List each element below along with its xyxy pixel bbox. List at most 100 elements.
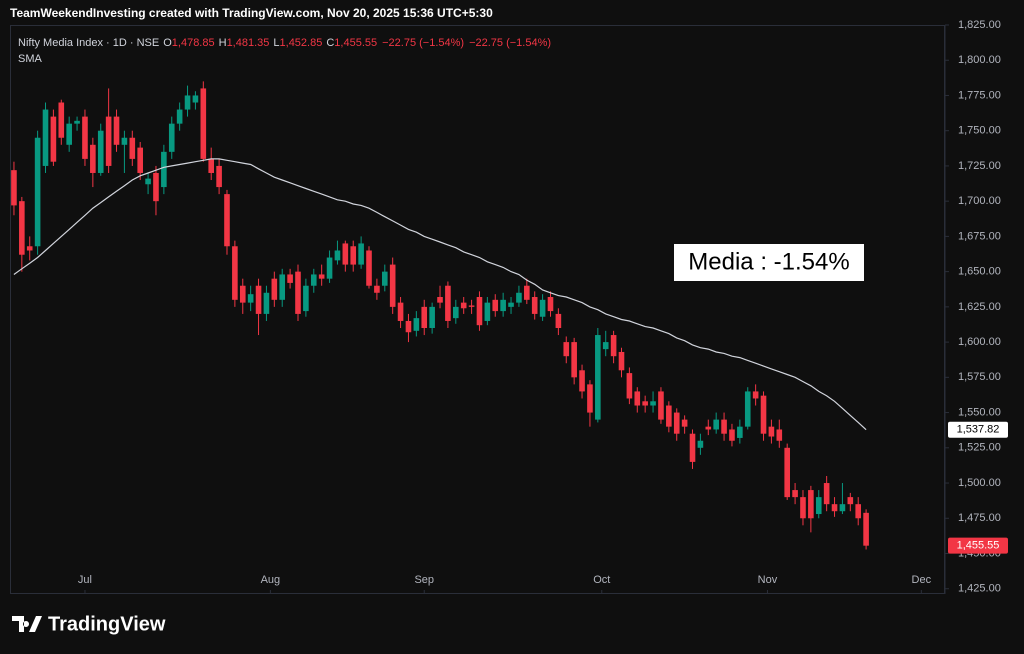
candle-body bbox=[303, 285, 309, 312]
y-tick-label: 1,600.00 bbox=[958, 336, 1001, 348]
candle-body bbox=[508, 302, 514, 307]
candle-body bbox=[681, 419, 688, 427]
candle-body bbox=[389, 264, 396, 307]
candle-body bbox=[429, 306, 435, 329]
legend-c-value: 1,455.55 bbox=[334, 37, 377, 49]
candle-body bbox=[42, 109, 49, 166]
candle-body bbox=[74, 120, 80, 124]
candle-body bbox=[666, 405, 672, 427]
candle-body bbox=[713, 419, 719, 430]
candle-body bbox=[421, 306, 428, 329]
candle-body bbox=[776, 429, 783, 441]
y-tick-label: 1,725.00 bbox=[958, 160, 1001, 172]
candle-body bbox=[516, 292, 522, 303]
legend-o-value: 1,478.85 bbox=[172, 37, 215, 49]
candle-body bbox=[255, 285, 262, 314]
logo-mark bbox=[12, 616, 42, 632]
x-tick-label: Oct bbox=[593, 574, 610, 586]
candle-body bbox=[381, 271, 388, 286]
candle-body bbox=[105, 116, 112, 166]
candle-body bbox=[823, 483, 830, 505]
candle-body bbox=[792, 490, 798, 498]
candle-body bbox=[239, 285, 246, 303]
candle-body bbox=[263, 292, 270, 314]
candle-body bbox=[137, 147, 143, 173]
candle-body bbox=[752, 391, 759, 399]
candle-body bbox=[500, 299, 506, 312]
candle-body bbox=[413, 318, 420, 331]
candle-body bbox=[689, 433, 696, 462]
y-tick-label: 1,425.00 bbox=[958, 583, 1001, 595]
legend: Nifty Media Index · 1D · NSE O1,478.85 H1,… bbox=[18, 37, 551, 49]
legend-change: −22.75 (−1.54%) bbox=[382, 37, 464, 49]
candle-body bbox=[279, 274, 286, 300]
x-tick-label: Sep bbox=[414, 574, 434, 586]
candle-body bbox=[697, 440, 704, 448]
candle-body bbox=[26, 246, 33, 251]
candle-body bbox=[271, 278, 278, 300]
candle-body bbox=[358, 243, 364, 265]
y-tick-label: 1,475.00 bbox=[958, 512, 1001, 524]
candle-body bbox=[58, 102, 65, 138]
candle-body bbox=[90, 144, 96, 173]
last-price-label: 1,455.55 bbox=[957, 540, 1000, 552]
candle-body bbox=[650, 401, 656, 406]
candle-body bbox=[224, 194, 230, 247]
candle-body bbox=[855, 504, 862, 519]
annotation-box bbox=[674, 244, 864, 281]
candle-body bbox=[602, 342, 609, 350]
candle-body bbox=[744, 391, 751, 427]
credit: TeamWeekendInvesting created with Tradin… bbox=[10, 6, 493, 20]
candle-body bbox=[366, 250, 372, 286]
candle-body bbox=[192, 95, 199, 103]
candle-body bbox=[405, 320, 412, 333]
candle-body bbox=[445, 285, 451, 321]
legend-h: H bbox=[219, 37, 227, 49]
candle-body bbox=[184, 95, 191, 110]
candle-body bbox=[634, 391, 641, 406]
legend-c: C bbox=[326, 37, 334, 49]
y-tick-label: 1,775.00 bbox=[958, 89, 1001, 101]
candle-body bbox=[310, 274, 317, 286]
candle-body bbox=[555, 313, 562, 329]
candle-body bbox=[342, 243, 349, 265]
candle-body bbox=[587, 384, 593, 413]
candle-body bbox=[145, 178, 151, 185]
candle-body bbox=[129, 137, 136, 159]
candle-body bbox=[547, 296, 554, 312]
candle-body bbox=[847, 497, 854, 505]
legend-symbol: Nifty Media Index · 1D · NSE bbox=[18, 37, 159, 49]
candle-body bbox=[82, 116, 88, 159]
candle-body bbox=[437, 296, 443, 303]
candle-body bbox=[839, 504, 846, 512]
candle-body bbox=[374, 285, 380, 293]
candle-body bbox=[476, 296, 483, 326]
candle-body bbox=[571, 342, 577, 378]
candle-body bbox=[618, 351, 625, 371]
candle-body bbox=[113, 116, 120, 145]
y-tick-label: 1,525.00 bbox=[958, 442, 1001, 454]
candle-body bbox=[815, 497, 822, 515]
candle-body bbox=[531, 296, 538, 314]
candle-body bbox=[66, 123, 72, 145]
sma-price-label: 1,537.82 bbox=[957, 424, 1000, 436]
y-tick-label: 1,500.00 bbox=[958, 477, 1001, 489]
x-tick-label: Dec bbox=[912, 574, 932, 586]
candle-body bbox=[216, 165, 222, 188]
candle-body bbox=[97, 130, 104, 173]
y-tick-label: 1,750.00 bbox=[958, 125, 1001, 137]
candle-body bbox=[800, 497, 806, 519]
candle-body bbox=[11, 170, 17, 206]
candle-body bbox=[705, 426, 712, 430]
candle-body bbox=[721, 419, 727, 434]
candle-body bbox=[161, 151, 167, 188]
candle-body bbox=[50, 116, 57, 162]
sma-price-tag bbox=[948, 421, 1008, 438]
legend-sma: SMA bbox=[18, 53, 43, 65]
candle-body bbox=[176, 109, 183, 124]
legend-h-value: 1,481.35 bbox=[227, 37, 270, 49]
y-tick-label: 1,675.00 bbox=[958, 230, 1001, 242]
legend-change: −22.75 (−1.54%) bbox=[469, 37, 551, 49]
x-tick-label: Nov bbox=[758, 574, 778, 586]
